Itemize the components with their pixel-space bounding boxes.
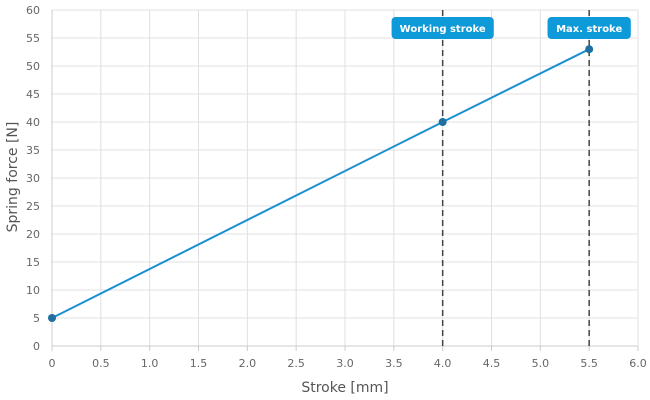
- x-tick-label: 2.5: [287, 357, 305, 370]
- x-tick-label: 3.5: [385, 357, 403, 370]
- x-tick-label: 1.5: [190, 357, 208, 370]
- annotation-badges: Working stroke Max. stroke: [391, 17, 631, 39]
- y-tick-label: 15: [26, 256, 40, 269]
- x-axis-title: Stroke [mm]: [301, 380, 388, 396]
- y-tick-label: 55: [26, 32, 40, 45]
- annotation-badge: [547, 17, 631, 39]
- x-tick-label: 1.0: [141, 357, 159, 370]
- y-tick-label: 45: [26, 88, 40, 101]
- annotation-label: Working stroke: [400, 24, 486, 35]
- x-tick-label: 5.0: [532, 357, 550, 370]
- x-tick-label: 0.5: [92, 357, 110, 370]
- y-tick-label: 5: [33, 312, 40, 325]
- y-tick-label: 25: [26, 200, 40, 213]
- axes: 0 0.5 1.0 1.5 2.0 2.5 3.0 3.5 4.0 4.5 5.0 5.5 6.0 0 5 1…: [26, 4, 647, 370]
- x-tick-label: 0: [49, 357, 56, 370]
- series: [48, 45, 594, 322]
- x-tick-label: 3.0: [336, 357, 354, 370]
- y-tick-label: 30: [26, 172, 40, 185]
- x-tick-label: 2.0: [239, 357, 257, 370]
- annotation-badge: [391, 17, 494, 39]
- y-tick-label: 35: [26, 144, 40, 157]
- x-tick-label: 4.0: [434, 357, 452, 370]
- y-tick-label: 10: [26, 284, 40, 297]
- y-tick-label: 60: [26, 4, 40, 17]
- y-tick-label: 40: [26, 116, 40, 129]
- series-line: [51, 48, 590, 319]
- y-tick-label: 20: [26, 228, 40, 241]
- y-tick-label: 0: [33, 340, 40, 353]
- annotation-label: Max. stroke: [556, 24, 622, 35]
- x-tick-label: 4.5: [483, 357, 501, 370]
- y-axis-title: Spring force [N]: [5, 122, 21, 233]
- data-point: [48, 314, 56, 322]
- grid: [52, 9, 639, 346]
- x-tick-label: 6.0: [629, 357, 647, 370]
- data-point: [438, 118, 447, 126]
- data-point: [585, 45, 594, 54]
- annotation-lines: [441, 10, 590, 346]
- y-tick-label: 50: [26, 60, 40, 73]
- x-tick-label: 5.5: [580, 357, 598, 370]
